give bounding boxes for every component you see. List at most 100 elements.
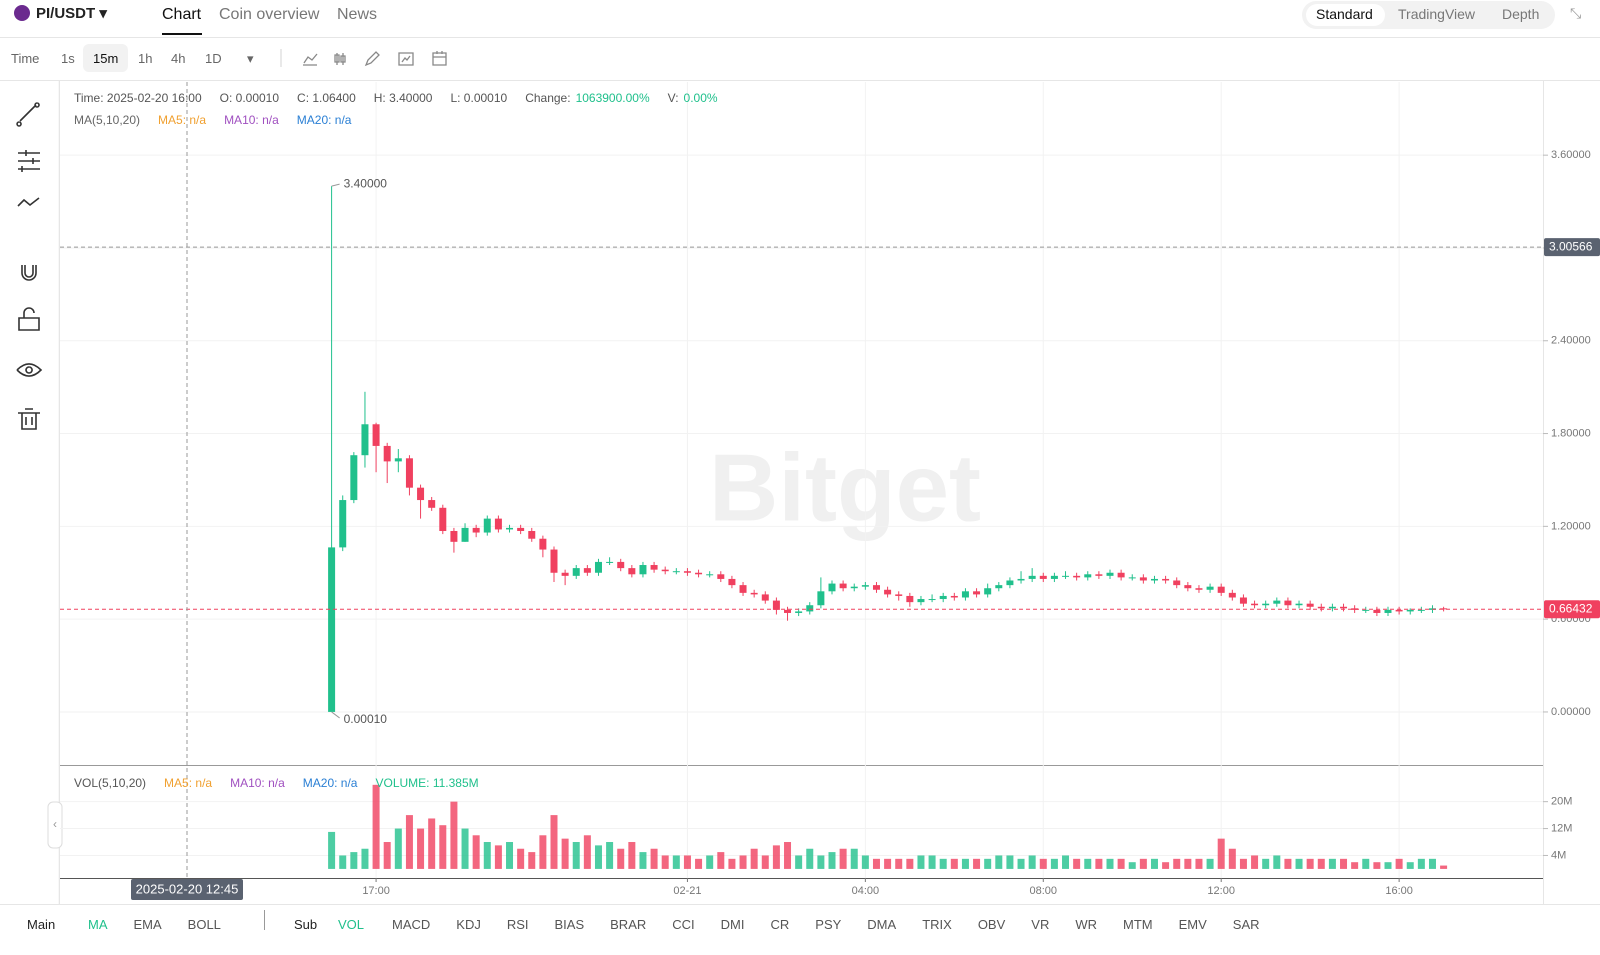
candle-body (1017, 578, 1025, 581)
indicator-option[interactable]: PSY (815, 917, 842, 932)
tool-icon[interactable] (17, 197, 40, 207)
crosshair-price-label: 3.00566 (1549, 239, 1593, 253)
view-option[interactable]: TradingView (1398, 6, 1476, 22)
divider (0, 80, 1600, 81)
tool-icon[interactable] (18, 150, 40, 172)
candle-body (1228, 592, 1236, 598)
volume-bar (339, 855, 347, 869)
candle-body (583, 568, 591, 573)
x-tick-label: 08:00 (1030, 885, 1058, 897)
legend-item: MA5: n/a (158, 113, 206, 127)
volume-bar (1195, 858, 1203, 869)
fullscreen-button[interactable]: ⤡ (1570, 5, 1582, 21)
candle-body (939, 595, 947, 600)
tool-icon[interactable] (16, 363, 43, 377)
indicator-option[interactable]: CCI (672, 917, 695, 932)
candle-body (450, 530, 458, 542)
tab[interactable]: Chart (162, 6, 202, 23)
legend-item: MA10: n/a (224, 113, 279, 127)
tool-icon[interactable] (303, 53, 318, 66)
legend-item: MA10: n/a (230, 776, 285, 790)
indicator-option[interactable]: BIAS (554, 917, 585, 932)
volume-bar (884, 858, 892, 869)
volume-bar (1084, 858, 1092, 869)
interval[interactable]: 4h (171, 51, 186, 66)
indicator-option[interactable]: KDJ (456, 917, 481, 932)
candle-body (483, 518, 491, 533)
candle-body (884, 589, 892, 595)
interval[interactable]: 15m (93, 51, 119, 66)
candle-body (661, 569, 669, 572)
tool-icon[interactable] (432, 51, 447, 66)
view-option[interactable]: Standard (1316, 6, 1373, 22)
volume-bar (1317, 858, 1325, 869)
volume-bar (1206, 858, 1214, 869)
volume-bar (1139, 858, 1147, 869)
view-option[interactable]: Depth (1502, 6, 1540, 22)
tool-icon[interactable] (398, 52, 414, 66)
indicator-option[interactable]: TRIX (922, 917, 952, 932)
interval-more[interactable]: ▾ (247, 51, 254, 66)
candle-body (672, 571, 680, 573)
candle-body (1317, 606, 1325, 609)
candle-body (350, 455, 358, 501)
collapse-button[interactable] (47, 801, 63, 849)
indicator-option[interactable]: MACD (392, 917, 431, 932)
indicator-option[interactable]: OBV (977, 917, 1006, 932)
volume-bar (450, 801, 458, 869)
candle-body (1284, 600, 1292, 606)
volume-bar (717, 852, 725, 869)
interval[interactable]: 1D (205, 51, 222, 66)
candle-body (872, 585, 880, 590)
indicator-option[interactable]: CR (770, 917, 790, 932)
indicator-option[interactable]: BOLL (187, 917, 221, 932)
indicator-option[interactable]: VR (1031, 917, 1050, 932)
indicator-option[interactable]: EMV (1178, 917, 1207, 932)
tool-icon[interactable] (18, 307, 40, 331)
candle-body (606, 561, 614, 563)
interval[interactable]: 1h (138, 51, 153, 66)
volume-bar (550, 815, 558, 869)
indicator-option[interactable]: WR (1075, 917, 1098, 932)
tool-icon[interactable] (334, 53, 346, 65)
last-price-box (1544, 600, 1600, 619)
indicator-option[interactable]: VOL (338, 917, 365, 932)
candle-body (1340, 606, 1348, 609)
y-tick-label: 12M (1551, 822, 1572, 834)
pair-selector[interactable]: PI/USDT ▾ (36, 5, 107, 22)
volume-bar (1251, 855, 1259, 869)
indicator-option[interactable]: MA (88, 917, 108, 932)
interval-active (83, 44, 128, 72)
candle-body (1384, 609, 1392, 613)
crosshair-time-box (131, 879, 243, 900)
volume-bar (1039, 858, 1047, 869)
tool-icon[interactable] (364, 51, 380, 67)
chart-tools (280, 49, 447, 67)
indicator-option[interactable]: MTM (1123, 917, 1153, 932)
interval[interactable]: 1s (61, 51, 75, 66)
volume-bar (1095, 858, 1103, 869)
indicator-option[interactable]: DMI (720, 917, 745, 932)
indicator-option[interactable]: DMA (867, 917, 897, 932)
tool-icon[interactable] (21, 265, 37, 281)
indicator-option[interactable]: EMA (133, 917, 162, 932)
sub-label: Sub (294, 917, 318, 932)
volume-bar (617, 848, 625, 869)
y-tick-label: 20M (1551, 796, 1572, 808)
tool-icon[interactable] (18, 408, 40, 430)
tab[interactable]: News (337, 6, 378, 23)
volume-bar (1306, 858, 1314, 869)
legend-item: L: 0.00010 (450, 91, 507, 105)
indicator-option[interactable]: RSI (506, 917, 529, 932)
legend-item: V: (668, 91, 679, 105)
tool-icon[interactable] (16, 102, 40, 127)
indicator-option[interactable]: SAR (1232, 917, 1260, 932)
volume-bar (850, 848, 858, 869)
left-toolbar (16, 81, 60, 904)
tab[interactable]: Coin overview (219, 6, 320, 23)
candle-body (917, 599, 925, 603)
candle-body (1262, 603, 1270, 606)
indicator-option[interactable]: BRAR (610, 917, 647, 932)
low-label: 0.00010 (344, 712, 388, 726)
candle-body (1028, 575, 1036, 579)
